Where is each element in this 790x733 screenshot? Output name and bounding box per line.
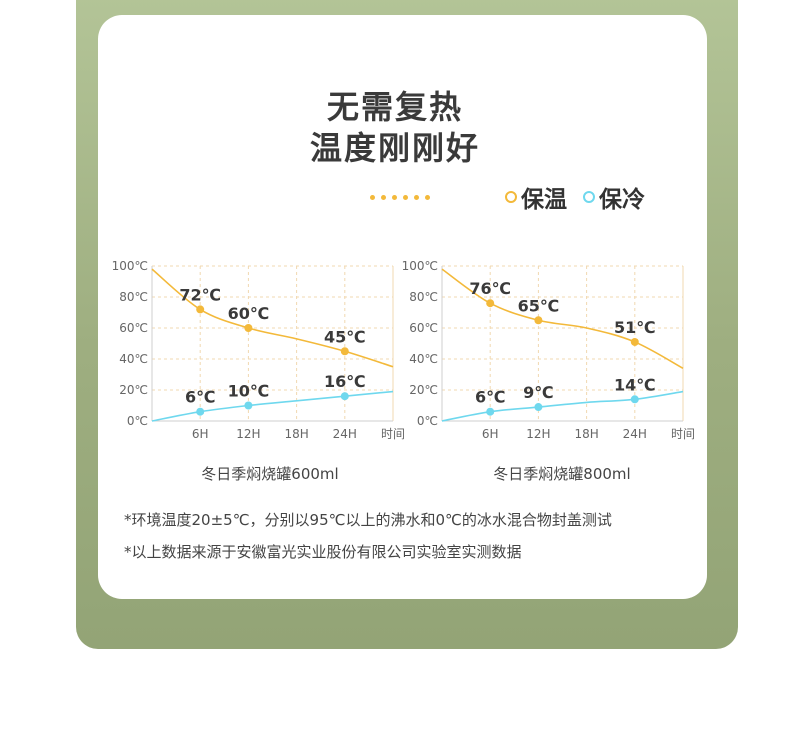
data-label: 51℃ bbox=[614, 318, 656, 337]
data-point bbox=[630, 337, 639, 346]
legend-cold: 保冷 bbox=[583, 183, 645, 213]
y-tick-label: 0℃ bbox=[417, 414, 438, 428]
chart-600ml-title: 冬日季焖烧罐600ml bbox=[201, 465, 339, 483]
data-point bbox=[196, 305, 205, 314]
data-label: 65℃ bbox=[518, 296, 560, 315]
data-point bbox=[534, 403, 543, 412]
chart-800ml: 100℃ 80℃ 60℃ 40℃ 20℃ 0℃ 6H 12H 18H 24H 时间 76℃ 65℃ 51℃… bbox=[402, 259, 695, 441]
chart-800ml-title: 冬日季焖烧罐800ml bbox=[493, 465, 631, 483]
data-label: 76℃ bbox=[469, 279, 511, 298]
data-point bbox=[630, 395, 639, 404]
y-tick-label: 60℃ bbox=[119, 321, 148, 335]
data-point bbox=[340, 392, 349, 401]
data-point bbox=[244, 401, 253, 410]
y-tick-label: 80℃ bbox=[119, 290, 148, 304]
data-label: 10℃ bbox=[228, 382, 270, 401]
x-tick-label: 12H bbox=[236, 427, 260, 441]
footnote-data-source: *以上数据来源于安徽富光实业股份有限公司实验室实测数据 bbox=[124, 543, 522, 561]
decorative-dot-row bbox=[370, 195, 434, 203]
legend-warm: 保温 bbox=[505, 183, 567, 213]
series-line bbox=[151, 268, 394, 368]
x-tick-label: 24H bbox=[333, 427, 357, 441]
y-tick-label: 40℃ bbox=[119, 352, 148, 366]
series-line bbox=[441, 268, 684, 370]
legend-cold-label: 保冷 bbox=[599, 187, 645, 213]
data-label: 9℃ bbox=[523, 383, 554, 402]
warm-ring-icon bbox=[505, 191, 517, 203]
footnote-test-conditions: *环境温度20±5℃，分别以95℃以上的沸水和0℃的冰水混合物封盖测试 bbox=[124, 511, 612, 529]
data-label: 60℃ bbox=[228, 304, 270, 323]
cold-ring-icon bbox=[583, 191, 595, 203]
series-line bbox=[441, 390, 684, 422]
x-axis-label: 时间 bbox=[381, 427, 405, 441]
y-tick-label: 100℃ bbox=[402, 259, 438, 273]
data-point bbox=[534, 316, 543, 325]
chart-600ml: 100℃ 80℃ 60℃ 40℃ 20℃ 0℃ 6H 12H 18H 24H 时间 72℃ 60℃ 45℃… bbox=[112, 259, 405, 441]
grid bbox=[442, 265, 684, 421]
y-tick-label: 40℃ bbox=[409, 352, 438, 366]
data-point bbox=[340, 347, 349, 356]
data-label: 16℃ bbox=[324, 372, 366, 391]
y-tick-label: 20℃ bbox=[119, 383, 148, 397]
x-tick-label: 12H bbox=[526, 427, 550, 441]
data-point bbox=[196, 407, 205, 416]
headline-line-2: 温度刚刚好 bbox=[309, 129, 480, 167]
y-tick-label: 0℃ bbox=[127, 414, 148, 428]
y-tick-label: 100℃ bbox=[112, 259, 148, 273]
x-tick-label: 24H bbox=[623, 427, 647, 441]
data-point bbox=[244, 324, 253, 332]
grid bbox=[152, 265, 394, 421]
data-label: 6℃ bbox=[475, 388, 506, 407]
data-point bbox=[486, 407, 495, 416]
x-axis-label: 时间 bbox=[671, 427, 695, 441]
data-point bbox=[486, 299, 495, 308]
y-tick-label: 80℃ bbox=[409, 290, 438, 304]
data-label: 72℃ bbox=[179, 285, 221, 304]
headline-line-1: 无需复热 bbox=[326, 88, 463, 126]
data-label: 45℃ bbox=[324, 327, 366, 346]
legend-warm-label: 保温 bbox=[521, 187, 567, 213]
x-tick-label: 6H bbox=[192, 427, 209, 441]
x-tick-label: 18H bbox=[574, 427, 598, 441]
x-tick-label: 6H bbox=[482, 427, 499, 441]
series-line bbox=[151, 390, 394, 422]
y-tick-label: 20℃ bbox=[409, 383, 438, 397]
data-label: 14℃ bbox=[614, 375, 656, 394]
y-tick-label: 60℃ bbox=[409, 321, 438, 335]
x-tick-label: 18H bbox=[284, 427, 308, 441]
data-label: 6℃ bbox=[185, 388, 216, 407]
